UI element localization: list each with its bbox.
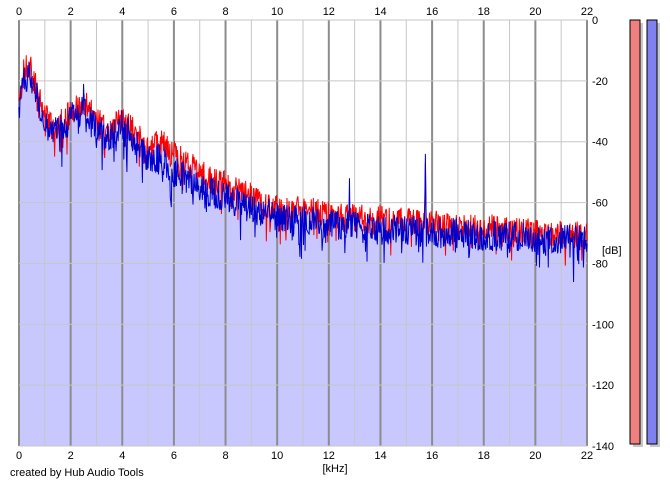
x-tick-label: 18: [478, 6, 490, 18]
y-tick-label: 0: [592, 15, 598, 27]
x-tick-labels-bottom: 0 2 4 6 8 10 12 14 16 18 20 22: [16, 450, 593, 462]
x-tick-label: 16: [426, 450, 438, 462]
meter-right: [646, 19, 658, 445]
y-tick-labels: 0 -20 -40 -60 -80 -100 -120 -140: [592, 15, 614, 453]
x-axis-label: [kHz]: [322, 463, 347, 475]
x-tick-label: 0: [16, 450, 22, 462]
x-tick-label: 0: [16, 6, 22, 18]
y-tick-label: -140: [592, 441, 614, 453]
x-tick-label: 20: [529, 6, 541, 18]
y-axis-label: [dB]: [602, 245, 622, 257]
x-tick-label: 16: [426, 6, 438, 18]
y-tick-label: -60: [592, 198, 608, 210]
x-tick-label: 6: [171, 450, 177, 462]
x-tick-label: 4: [119, 6, 125, 18]
x-tick-label: 22: [581, 450, 593, 462]
y-tick-label: -40: [592, 137, 608, 149]
x-tick-label: 10: [271, 450, 283, 462]
x-tick-label: 8: [222, 450, 228, 462]
x-tick-label: 4: [119, 450, 125, 462]
x-tick-label: 2: [68, 6, 74, 18]
x-tick-label: 6: [171, 6, 177, 18]
x-tick-label: 14: [374, 450, 386, 462]
meter-left: [629, 19, 641, 445]
x-tick-label: 18: [478, 450, 490, 462]
x-tick-label: 12: [323, 6, 335, 18]
x-tick-label: 22: [581, 6, 593, 18]
credit-text: created by Hub Audio Tools: [10, 467, 144, 479]
x-tick-label: 10: [271, 6, 283, 18]
y-tick-label: -80: [592, 258, 608, 270]
x-tick-label: 20: [529, 450, 541, 462]
level-meters: [629, 19, 660, 447]
x-tick-label: 8: [222, 6, 228, 18]
x-tick-label: 12: [323, 450, 335, 462]
y-tick-label: -20: [592, 76, 608, 88]
x-tick-label: 14: [374, 6, 386, 18]
y-tick-label: -120: [592, 380, 614, 392]
right-channel-line: [18, 62, 588, 283]
y-tick-label: -100: [592, 319, 614, 331]
x-tick-labels-top: 0 2 4 6 8 10 12 14 16 18 20 22: [16, 6, 593, 18]
x-tick-label: 2: [68, 450, 74, 462]
series-right-channel: [18, 62, 588, 283]
